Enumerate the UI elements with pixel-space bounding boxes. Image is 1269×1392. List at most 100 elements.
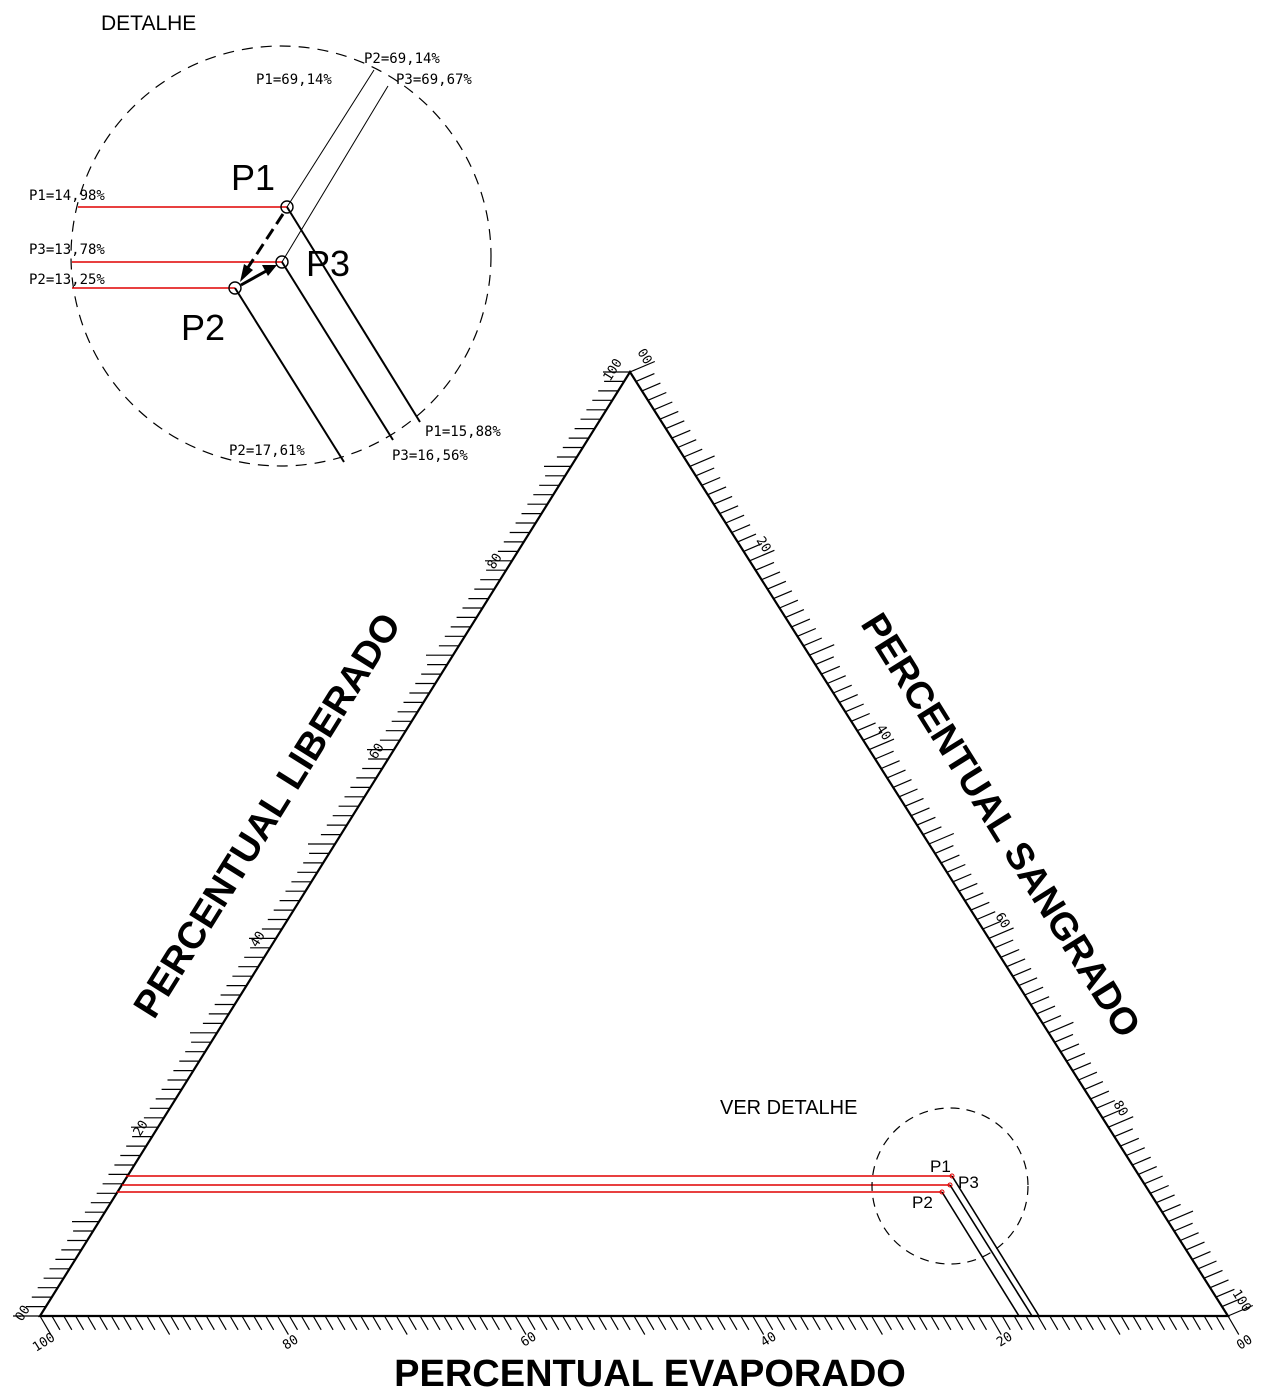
axis-tick [39, 1315, 52, 1335]
axis-tick [635, 373, 655, 382]
axis-tick [229, 1315, 239, 1331]
detail-sangrado-line-p2 [234, 287, 345, 463]
axis-tick [277, 1315, 289, 1335]
axis-tick [811, 1315, 821, 1331]
axis-tick [752, 1315, 765, 1335]
left-tick-label: 100 [601, 356, 626, 384]
axis-tick [253, 1315, 263, 1331]
detail-point-markers [228, 200, 294, 295]
axis-tick [1073, 1315, 1083, 1331]
axis-tick [728, 1315, 738, 1331]
axis-tick [407, 1315, 417, 1331]
axis-tick [1132, 1156, 1151, 1166]
axis-tick [942, 1315, 952, 1331]
axis-tick [695, 467, 715, 477]
axis-tick [419, 1315, 429, 1331]
axis-tick [312, 1315, 322, 1331]
axis-tick [372, 1315, 382, 1331]
axis-tick [629, 360, 656, 373]
axis-tick [823, 1315, 833, 1331]
right-axis-ticks [629, 360, 1254, 1317]
axis-tick [63, 1315, 73, 1331]
axis-tick [904, 797, 924, 807]
axis-tick [1138, 1166, 1157, 1175]
axis-tick [954, 1315, 964, 1331]
axis-tick [692, 1315, 702, 1331]
point-marker-p1 [949, 1173, 955, 1179]
axis-tick [1018, 977, 1038, 987]
detail-point-label-p2: P2 [181, 307, 225, 348]
left-axis-title: PERCENTUAL LIBERADO [126, 606, 410, 1025]
axis-tick [1096, 1099, 1116, 1109]
axis-tick [621, 1315, 631, 1331]
axis-tick [1000, 948, 1020, 958]
axis-tick [989, 1315, 1002, 1335]
axis-tick [288, 1315, 299, 1331]
axis-tick [773, 590, 793, 600]
axis-tick [653, 401, 673, 411]
axis-tick [1156, 1315, 1166, 1331]
axis-tick [1061, 1315, 1071, 1331]
bottom-axis-ticks [39, 1315, 1240, 1335]
detail-evaporado-line-p3 [281, 85, 389, 263]
axis-tick [585, 1315, 596, 1331]
left-axis-tick-labels: 00 20 40 60 80 100 [13, 356, 626, 1324]
axis-tick [827, 675, 846, 685]
axis-tick [609, 1315, 619, 1331]
main-point-label-p3: P3 [958, 1173, 979, 1192]
axis-tick [713, 495, 733, 505]
axis-tick [300, 1315, 310, 1331]
axis-tick [982, 920, 1002, 930]
axis-tick [669, 1315, 679, 1331]
axis-tick [803, 637, 823, 647]
axis-tick [886, 769, 906, 779]
axis-tick [910, 807, 930, 817]
axis-tick [898, 788, 918, 798]
axis-tick [455, 1315, 465, 1331]
axis-tick [689, 455, 715, 467]
axis-tick [976, 911, 996, 921]
axis-tick [894, 1315, 904, 1331]
left-tick-label: 40 [248, 929, 269, 950]
bottom-tick-label: 00 [1234, 1332, 1255, 1353]
axis-tick [677, 439, 697, 449]
axis-tick [707, 486, 727, 496]
axis-tick [1001, 1315, 1011, 1331]
axis-tick [1114, 1128, 1134, 1138]
bottom-tick-label: 20 [994, 1329, 1015, 1350]
axis-tick [815, 656, 835, 666]
axis-tick [839, 694, 858, 703]
axis-tick [1155, 1194, 1175, 1204]
axis-tick [1179, 1232, 1199, 1242]
point-marker-p3 [947, 1182, 953, 1188]
axis-tick [645, 1315, 655, 1331]
axis-tick [749, 549, 775, 562]
axis-tick [1120, 1315, 1130, 1331]
axis-tick [1030, 996, 1050, 1006]
axis-tick [930, 1315, 940, 1331]
detail-circle [70, 45, 492, 467]
axis-tick [265, 1315, 275, 1331]
sangrado-line-p3 [949, 1184, 1033, 1317]
detail-point-label-p1: P1 [231, 157, 275, 198]
left-tick-label: 00 [13, 1303, 34, 1324]
axis-tick [1078, 1071, 1098, 1081]
arrowhead-p3 [262, 265, 277, 276]
detail-point-marker-p2 [228, 281, 242, 295]
detail-arrows [240, 213, 285, 287]
bottom-tick-label: 100 [30, 1330, 58, 1355]
see-detail-label: VER DETALHE [720, 1097, 857, 1119]
main-guide-lines [117, 1175, 952, 1193]
axis-tick [1108, 1116, 1134, 1128]
axis-tick [146, 1315, 156, 1331]
detail-point-marker-p3 [275, 255, 289, 269]
axis-tick [725, 514, 745, 524]
axis-tick [994, 939, 1014, 949]
axis-tick [1102, 1109, 1122, 1119]
bottom-tick-label: 40 [758, 1329, 779, 1350]
axis-tick [1126, 1147, 1145, 1157]
axis-tick [574, 1315, 584, 1331]
axis-tick [859, 1315, 869, 1331]
axis-tick [874, 750, 894, 760]
main-sangrado-lines [941, 1175, 1040, 1317]
